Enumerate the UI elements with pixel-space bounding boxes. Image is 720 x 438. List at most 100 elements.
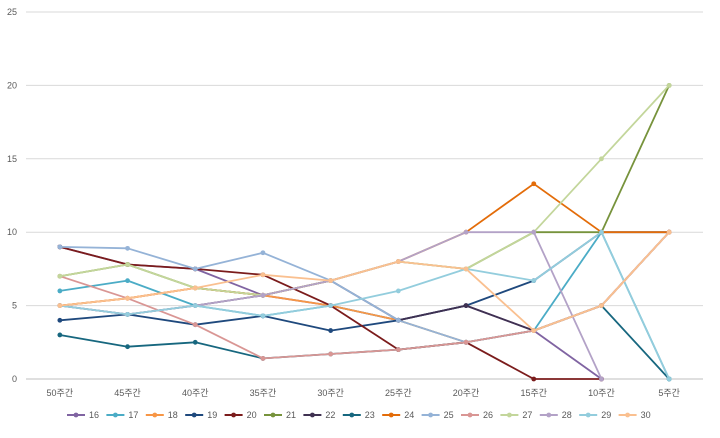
series-point-27 (57, 273, 63, 279)
legend-label-17: 17 (128, 410, 138, 420)
series-point-29 (328, 303, 334, 308)
legend-marker-20 (231, 412, 237, 418)
legend-label-19: 19 (207, 410, 217, 420)
series-line-19 (59, 231, 670, 332)
legend-marker-19 (191, 412, 197, 418)
legend-marker-23 (349, 412, 355, 418)
x-tick-label: 40주간 (182, 388, 209, 398)
legend-label-24: 24 (404, 410, 414, 420)
series-point-22 (463, 303, 469, 308)
x-tick-label: 10주간 (588, 388, 615, 398)
legend-label-25: 25 (444, 410, 454, 420)
x-tick-label: 50주간 (47, 388, 74, 398)
series-point-30 (260, 272, 266, 278)
x-tick-label: 25주간 (385, 388, 412, 398)
series-point-19 (57, 317, 63, 323)
series-point-30 (395, 259, 401, 264)
legend-marker-28 (546, 412, 552, 418)
series-point-25 (57, 244, 63, 250)
series-point-30 (463, 266, 469, 272)
series-point-20 (531, 376, 537, 382)
series-line-23 (59, 304, 670, 380)
x-tick-label: 5주간 (658, 388, 680, 398)
legend-label-29: 29 (601, 410, 611, 420)
legend-label-30: 30 (641, 410, 651, 420)
legend-label-22: 22 (325, 410, 335, 420)
series-point-23 (125, 344, 130, 350)
series-point-25 (125, 245, 130, 251)
legend-label-27: 27 (522, 410, 532, 420)
legend-label-16: 16 (89, 410, 99, 420)
legend-marker-25 (428, 412, 433, 418)
legend-label-26: 26 (483, 410, 493, 420)
series-point-23 (192, 339, 198, 345)
series-point-28 (599, 376, 604, 382)
series-point-30 (328, 278, 334, 284)
series-point-17 (125, 278, 130, 284)
y-tick-label: 15 (7, 154, 17, 164)
legend-marker-29 (585, 412, 591, 418)
series-point-29 (666, 376, 672, 382)
series-point-29 (395, 288, 401, 294)
series-point-29 (531, 278, 537, 284)
series-point-17 (57, 288, 63, 294)
series-point-28 (531, 229, 537, 235)
series-point-27 (599, 156, 604, 162)
series-point-30 (57, 303, 63, 308)
legend-marker-30 (625, 412, 630, 418)
series-point-26 (395, 347, 401, 353)
series-point-24 (531, 181, 537, 187)
legend-marker-17 (113, 412, 118, 418)
series-point-19 (328, 328, 334, 333)
y-tick-label: 10 (7, 227, 17, 237)
x-tick-label: 45주간 (114, 388, 141, 398)
legend-marker-21 (270, 412, 276, 418)
legend-marker-18 (152, 412, 158, 418)
series-point-29 (599, 229, 604, 235)
series-point-25 (192, 266, 198, 272)
y-tick-label: 25 (7, 7, 17, 17)
legend-marker-27 (507, 412, 512, 418)
x-tick-label: 30주간 (317, 388, 344, 398)
series-line-24 (59, 182, 670, 307)
series-line-22 (59, 231, 670, 332)
series-point-25 (395, 317, 401, 323)
series-point-30 (125, 295, 130, 301)
legend-marker-22 (310, 412, 315, 418)
series-point-28 (260, 292, 266, 298)
series-point-30 (599, 303, 604, 308)
series-point-28 (463, 229, 469, 235)
x-tick-label: 15주간 (520, 388, 547, 398)
legend-label-28: 28 (562, 410, 572, 420)
series-point-30 (531, 328, 537, 333)
series-point-27 (666, 83, 672, 88)
legend-marker-16 (73, 412, 79, 418)
x-tick-label: 35주간 (250, 388, 277, 398)
series-point-23 (57, 332, 63, 338)
series-point-27 (125, 262, 130, 267)
legend-label-20: 20 (247, 410, 257, 420)
series-point-26 (192, 322, 198, 328)
series-point-29 (125, 312, 130, 317)
series-point-26 (260, 356, 266, 361)
x-tick-label: 20주간 (453, 388, 480, 398)
legend-label-21: 21 (286, 410, 296, 420)
series-point-30 (666, 229, 672, 235)
series-point-26 (463, 339, 469, 345)
series-point-30 (192, 285, 198, 291)
series-point-26 (328, 351, 334, 357)
y-tick-label: 0 (12, 374, 17, 384)
legend-marker-24 (388, 412, 394, 418)
series-line-27 (59, 84, 670, 297)
legend-label-18: 18 (168, 410, 178, 420)
series-line-21 (59, 85, 670, 297)
series-point-29 (260, 313, 266, 319)
y-tick-label: 5 (12, 301, 17, 311)
series-line-30 (59, 231, 670, 332)
series-line-29 (59, 231, 670, 380)
legend-label-23: 23 (365, 410, 375, 420)
y-tick-label: 20 (7, 80, 17, 90)
series-point-29 (192, 303, 198, 308)
